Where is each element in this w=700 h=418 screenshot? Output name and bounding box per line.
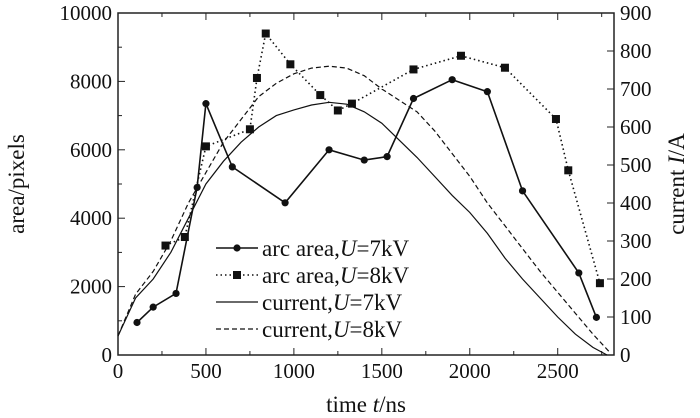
y-right-tick-label: 400 [620,191,652,215]
data-point-square [409,65,418,74]
data-point-circle [172,289,180,298]
data-point-square [180,233,189,242]
y-right-tick-label: 800 [620,39,652,63]
data-point-circle [383,153,391,161]
x-tick-label: 2500 [537,359,579,383]
x-tick-label: 1500 [361,359,403,383]
data-point-circle [281,199,289,207]
legend-label-3: current,U=8kV [262,317,402,342]
data-point-square [245,125,254,134]
y-left-tick-label: 0 [102,343,113,367]
legend-marker-square [233,271,241,279]
y-right-tick-label: 600 [620,115,652,139]
data-point-square [286,60,295,69]
y-right-tick-label: 0 [620,343,631,367]
data-point-circle [575,269,583,277]
data-point-circle [483,88,491,96]
legend-label-0: arc area,U=7kV [262,236,409,261]
x-tick-label: 500 [190,359,222,383]
y-axis-right-label: current I/A [664,133,689,235]
series-line-3 [117,65,611,354]
data-point-square [347,99,356,108]
legend-label-2: current,U=7kV [262,290,402,315]
data-point-circle [133,318,141,327]
data-point-square [595,279,604,288]
data-point-circle [592,313,601,321]
y-right-tick-label: 900 [620,1,652,25]
data-point-square [564,166,573,175]
data-point-circle [202,100,210,108]
x-axis-label: time t/ns [326,392,406,417]
data-point-square [316,91,325,100]
x-tick-label: 2000 [449,359,491,383]
x-tick-label: 0 [113,359,124,383]
data-point-square [161,241,170,250]
data-point-square [252,73,261,82]
y-axis-left-label: area/pixels [4,134,29,234]
data-point-square [261,29,270,38]
y-right-tick-label: 200 [620,267,652,291]
y-left-tick-label: 6000 [70,138,112,162]
data-point-circle [360,156,368,164]
data-point-circle [228,163,236,171]
data-point-circle [149,303,157,311]
data-point-circle [409,94,418,103]
y-left-tick-label: 8000 [70,69,112,93]
y-left-tick-label: 10000 [60,1,113,25]
legend-marker-circle [233,244,241,252]
y-right-tick-label: 700 [620,77,652,101]
data-point-square [456,51,465,60]
data-point-square [333,106,342,115]
data-point-circle [448,76,456,84]
y-left-tick-label: 2000 [70,275,112,299]
data-point-square [201,142,210,151]
data-point-circle [325,146,333,154]
y-right-tick-label: 100 [620,305,652,329]
y-right-tick-label: 300 [620,229,652,253]
data-point-circle [518,187,527,195]
data-point-square [500,63,509,72]
series-line-2 [117,101,608,356]
y-right-tick-label: 500 [620,153,652,177]
y-left-tick-label: 4000 [70,206,112,230]
data-point-square [551,115,560,124]
x-tick-label: 1000 [273,359,315,383]
legend-label-1: arc area,U=8kV [262,263,409,288]
series-line-1 [165,31,601,284]
